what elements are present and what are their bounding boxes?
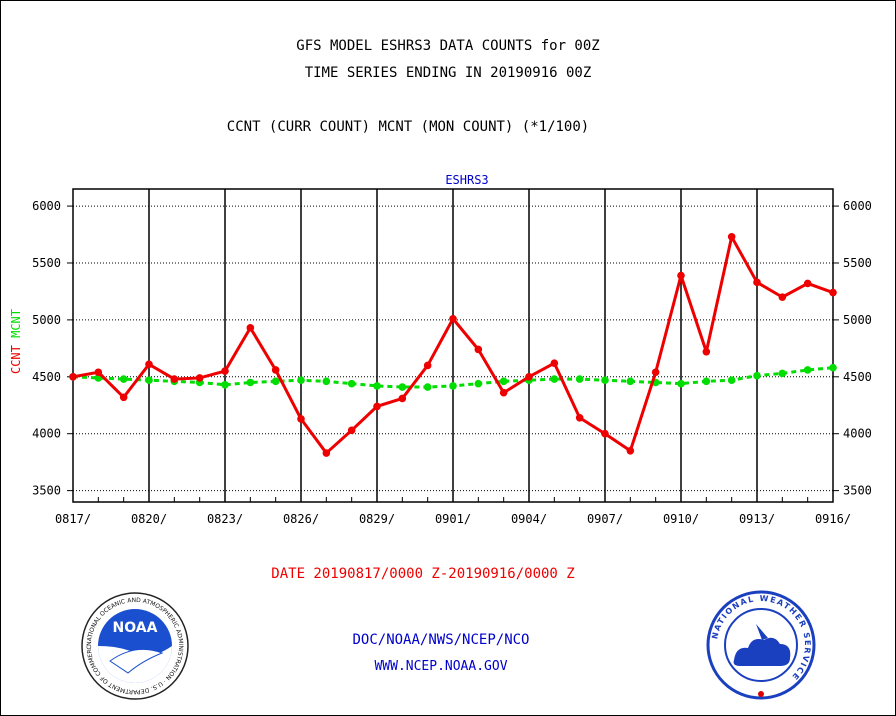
series-point-ccnt	[221, 367, 229, 375]
series-point-ccnt	[373, 402, 381, 411]
x-tick-label: 0901/	[435, 512, 471, 526]
x-tick-label: 0907/	[587, 512, 623, 526]
website-link[interactable]: WWW.NCEP.NOAA.GOV	[374, 659, 508, 674]
svg-text:NOAA: NOAA	[113, 620, 158, 636]
series-point-ccnt	[499, 388, 508, 397]
x-tick-label: 0817/	[55, 512, 91, 526]
chart-plot: 3500 3500 4000 4000 4500 4500 5000 5000 5500 5500…	[9, 173, 872, 526]
series-point-mcnt	[297, 376, 305, 385]
y-tick-label-right: 3500	[843, 484, 872, 498]
series-point-mcnt	[423, 383, 432, 391]
series-point-ccnt	[651, 368, 660, 377]
series-point-ccnt	[803, 279, 812, 288]
y-tick-label-left: 4500	[32, 370, 61, 384]
series-point-ccnt	[69, 373, 77, 381]
series-point-mcnt	[474, 379, 483, 388]
date-range-label: DATE 20190817/0000 Z-20190916/0000 Z	[271, 566, 575, 582]
series-point-ccnt	[322, 449, 331, 457]
series-point-ccnt	[271, 366, 280, 374]
y-axis-label-mcnt: MCNT	[9, 309, 23, 338]
chart-subtitle: ESHRS3	[445, 173, 488, 187]
series-point-mcnt	[753, 371, 761, 380]
series-point-ccnt	[550, 359, 559, 367]
series-point-mcnt	[398, 383, 407, 391]
x-tick-label: 0916/	[815, 512, 851, 526]
series-point-ccnt	[575, 413, 584, 422]
y-tick-label-right: 5000	[843, 313, 872, 327]
series-point-mcnt	[221, 380, 229, 389]
noaa-logo-icon: NOAA NATIONAL OCEANIC AND ATMOSPHERIC AD…	[80, 591, 189, 700]
series-point-mcnt	[271, 377, 280, 386]
nws-logo-icon: NATIONAL WEATHER SERVICE	[706, 590, 816, 700]
y-tick-label-left: 6000	[32, 199, 61, 213]
series-point-mcnt	[727, 376, 736, 385]
y-tick-label-right: 5500	[843, 256, 872, 270]
series-point-mcnt	[778, 369, 787, 378]
y-tick-label-right: 6000	[843, 199, 872, 213]
series-point-mcnt	[626, 377, 635, 386]
series-point-mcnt	[677, 379, 685, 388]
x-tick-label: 0823/	[207, 512, 243, 526]
x-tick-label: 0820/	[131, 512, 167, 526]
series-point-mcnt	[322, 377, 331, 386]
series-point-mcnt	[702, 377, 711, 386]
series-point-ccnt	[195, 374, 204, 382]
series-point-mcnt	[145, 376, 153, 385]
series-point-mcnt	[347, 379, 356, 388]
series-point-mcnt	[550, 375, 559, 383]
series-point-ccnt	[626, 446, 635, 455]
chart-title-line1: GFS MODEL ESHRS3 DATA COUNTS for 00Z	[296, 38, 600, 54]
series-point-ccnt	[601, 429, 609, 438]
series-point-mcnt	[499, 377, 508, 386]
series-point-mcnt	[575, 375, 584, 383]
series-point-mcnt	[373, 382, 381, 390]
series-point-ccnt	[449, 314, 457, 323]
series-point-ccnt	[525, 373, 533, 381]
series-point-ccnt	[398, 394, 407, 403]
y-axis-label-ccnt: CCNT	[9, 338, 23, 374]
series-point-ccnt	[677, 271, 685, 280]
y-tick-label-left: 3500	[32, 484, 61, 498]
y-tick-label-right: 4500	[843, 370, 872, 384]
series-point-mcnt	[246, 378, 255, 387]
series-point-ccnt	[145, 360, 153, 369]
series-point-mcnt	[119, 375, 128, 383]
x-tick-label: 0904/	[511, 512, 547, 526]
y-axis-label: CCNT MCNT	[9, 309, 23, 374]
series-point-ccnt	[297, 415, 305, 423]
series-point-ccnt	[94, 368, 103, 377]
x-tick-label: 0910/	[663, 512, 699, 526]
series-point-mcnt	[449, 382, 457, 390]
series-point-mcnt	[829, 363, 837, 372]
series-point-ccnt	[246, 324, 255, 332]
series-point-ccnt	[829, 288, 837, 297]
series-point-ccnt	[702, 347, 711, 356]
series-point-mcnt	[803, 366, 812, 374]
chart-title-line3: CCNT (CURR COUNT) MCNT (MON COUNT) (*1/1…	[226, 119, 590, 135]
chart-title-line2: TIME SERIES ENDING IN 20190916 00Z	[304, 65, 592, 81]
series-point-ccnt	[778, 293, 787, 301]
series-point-ccnt	[170, 375, 179, 383]
series-point-ccnt	[423, 361, 432, 370]
x-tick-label: 0826/	[283, 512, 319, 526]
series-point-ccnt	[347, 426, 356, 435]
y-tick-label-left: 5500	[32, 256, 61, 270]
org-label: DOC/NOAA/NWS/NCEP/NCO	[352, 632, 530, 648]
y-tick-label-right: 4000	[843, 427, 872, 441]
series-point-ccnt	[727, 233, 736, 241]
series-point-ccnt	[474, 345, 483, 354]
y-tick-label-left: 5000	[32, 313, 61, 327]
x-tick-label: 0913/	[739, 512, 775, 526]
series-point-mcnt	[601, 376, 609, 385]
series-point-ccnt	[119, 393, 128, 402]
y-tick-label-left: 4000	[32, 427, 61, 441]
x-tick-label: 0829/	[359, 512, 395, 526]
series-point-ccnt	[753, 278, 761, 287]
